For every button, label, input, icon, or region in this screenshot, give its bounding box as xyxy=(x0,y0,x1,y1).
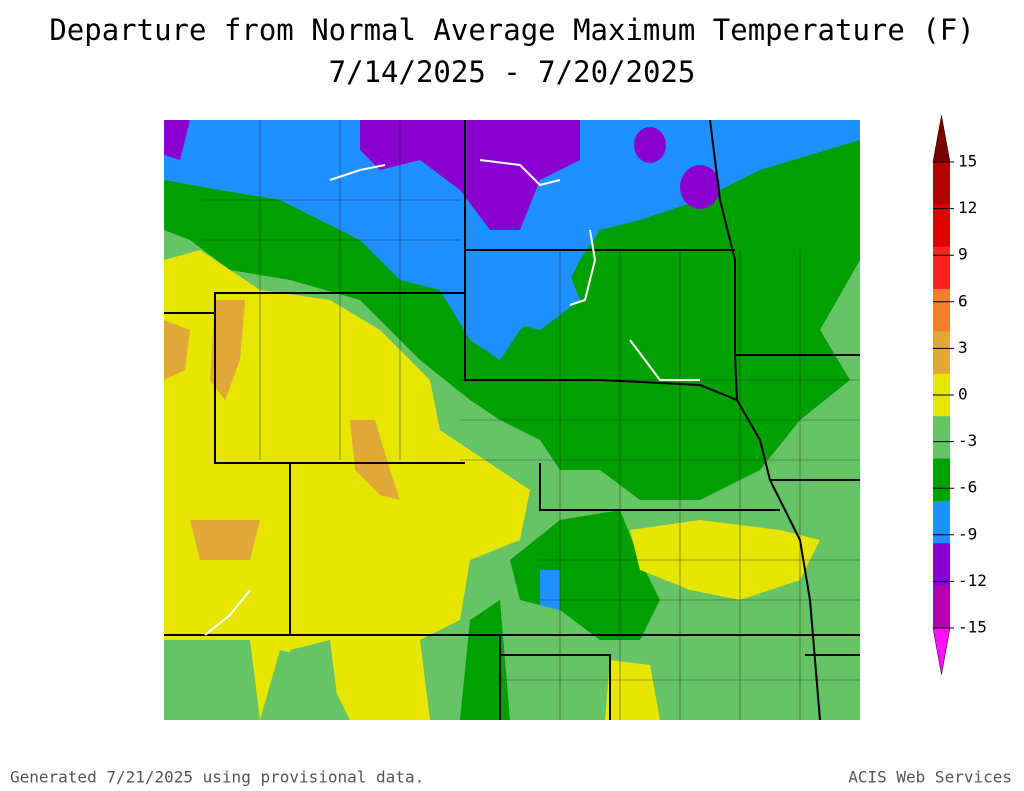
legend-swatch xyxy=(933,458,950,502)
legend-label: 3 xyxy=(958,338,968,357)
legend-label: -3 xyxy=(958,431,977,450)
legend-label: 12 xyxy=(958,198,977,217)
region xyxy=(540,570,560,610)
legend-swatch xyxy=(933,500,950,544)
region xyxy=(470,250,580,330)
legend-label: 6 xyxy=(958,291,968,310)
map xyxy=(164,120,860,720)
legend-label: 9 xyxy=(958,245,968,264)
legend-swatch xyxy=(933,543,950,586)
state-lines xyxy=(164,292,821,720)
legend-swatch xyxy=(933,585,950,629)
region xyxy=(634,127,666,163)
legend-swatch xyxy=(933,331,950,375)
rivers xyxy=(204,159,700,636)
legend-arrow xyxy=(932,627,951,675)
state-lines xyxy=(709,120,860,401)
legend-label: -6 xyxy=(958,478,977,497)
legend-swatch xyxy=(933,246,950,290)
map-title: Departure from Normal Average Maximum Te… xyxy=(49,13,974,47)
legend-swatch xyxy=(933,289,950,332)
legend-label: -9 xyxy=(958,524,977,543)
region xyxy=(164,250,530,720)
legend-swatch xyxy=(933,416,950,459)
region xyxy=(210,300,245,400)
region xyxy=(190,520,260,560)
map-subtitle: 7/14/2025 - 7/20/2025 xyxy=(329,55,696,89)
region xyxy=(350,420,400,500)
legend: 15 12 9 6 3 0 -3 -6 -9 -12 -15 xyxy=(932,115,987,675)
legend-label: -15 xyxy=(958,618,987,637)
legend-label: -12 xyxy=(958,571,987,590)
region xyxy=(164,320,190,380)
footer-left: Generated 7/21/2025 using provisional da… xyxy=(10,768,424,787)
legend-label: 0 xyxy=(958,385,968,404)
region xyxy=(680,165,720,209)
legend-arrow xyxy=(932,115,951,163)
legend-swatch xyxy=(933,162,950,205)
legend-label: 15 xyxy=(958,152,977,171)
region xyxy=(460,600,510,720)
region xyxy=(360,120,580,230)
region xyxy=(290,640,340,720)
legend-swatch xyxy=(933,204,950,248)
state-lines xyxy=(164,120,860,720)
region xyxy=(164,640,260,720)
region xyxy=(605,660,660,720)
footer-right: ACIS Web Services xyxy=(848,768,1012,787)
region xyxy=(510,510,660,640)
region xyxy=(164,120,190,160)
